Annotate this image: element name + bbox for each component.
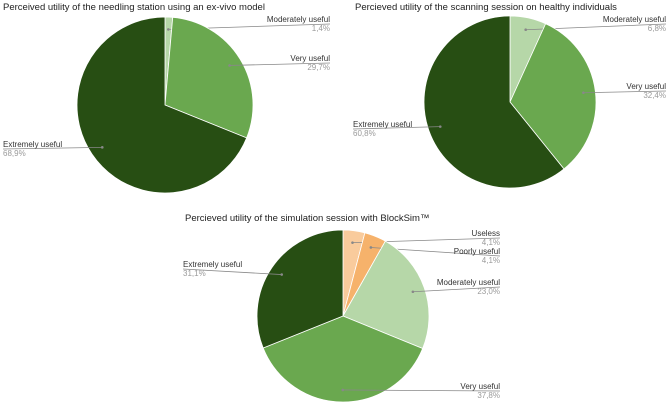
pie-slice [164,16,254,139]
slice-label: Extremely useful [3,140,62,149]
slice-label: Moderately useful [437,278,500,287]
pie-slice [509,23,597,170]
pie-slice [262,315,424,403]
slice-label: Poorly useful [454,247,500,256]
pie-slice [76,16,248,194]
leader-dot [524,28,527,32]
leader-line [342,389,501,392]
slice-label: Very useful [626,82,666,91]
slice-label: Extremely useful [353,120,412,129]
slice-percent: 32,4% [643,91,666,100]
slice-percent: 4,1% [482,256,500,265]
slice-percent: 68,9% [3,149,26,158]
slice-percent: 4,1% [482,238,500,247]
leader-dot [438,125,442,128]
pie-slice [342,240,430,350]
leader-line [2,146,103,150]
pie-slice [256,229,344,349]
chart-title: Percieved utility of the scanning sessio… [355,2,617,13]
slice-label: Extremely useful [183,260,242,269]
pie-slice [423,15,565,189]
leader-line [412,286,501,293]
slice-percent: 23,0% [477,287,500,296]
slice-label: Moderately useful [267,15,330,24]
slice-percent: 6,8% [648,24,666,33]
slice-percent: 37,8% [477,391,500,400]
leader-line [352,126,441,130]
leader-line [583,90,667,94]
slice-label: Moderately useful [603,15,666,24]
slice-percent: 31,1% [183,269,206,278]
chart-title: Percieved utility of the simulation sess… [185,213,429,224]
slice-percent: 60,8% [353,129,376,138]
slice-percent: 1,4% [312,24,330,33]
leader-line [229,62,331,66]
slice-percent: 29,7% [307,63,330,72]
slice-label: Useless [472,229,500,238]
slice-label: Very useful [460,382,500,391]
slice-label: Very useful [290,54,330,63]
chart-title: Perceived utility of the needling statio… [3,2,265,13]
leader-line [182,268,282,275]
